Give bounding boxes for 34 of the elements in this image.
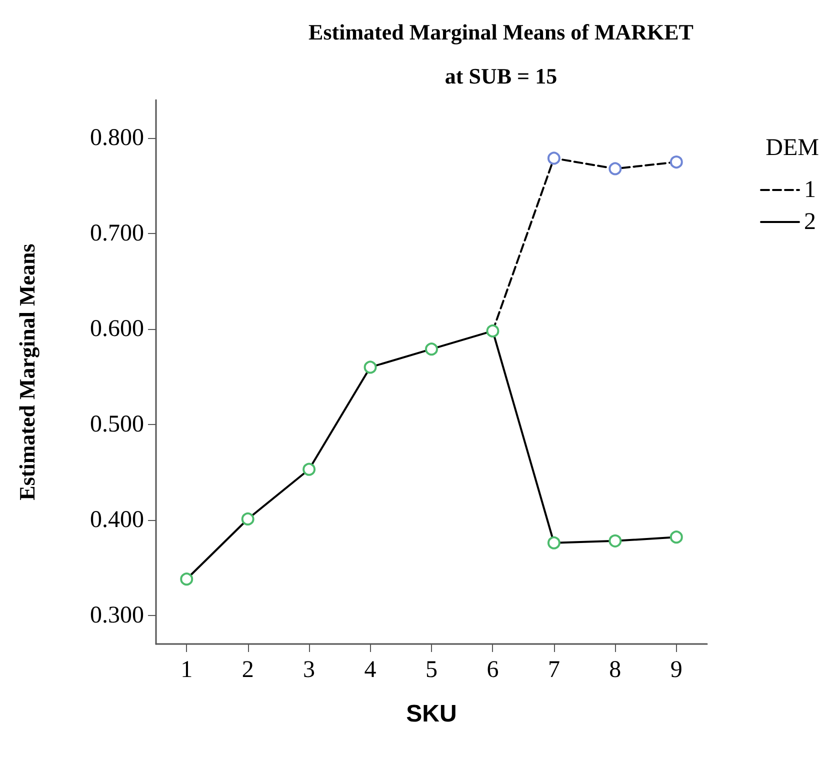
y-tick-label: 0.800 [90, 125, 144, 152]
x-tick-label: 4 [364, 657, 376, 683]
point [425, 342, 438, 356]
point [302, 462, 316, 476]
point [670, 530, 683, 544]
x-tick-label: 1 [180, 657, 193, 683]
y-tick-label: 0.700 [90, 220, 144, 247]
x-tick-label: 3 [303, 657, 316, 683]
y-tick-label: 0.600 [90, 316, 144, 342]
point [180, 572, 194, 586]
x-tick-label: 7 [548, 657, 560, 683]
x-tick-label: 6 [486, 657, 499, 683]
point [486, 324, 500, 338]
point [364, 360, 377, 374]
y-axis-title: Estimated Marginal Means [14, 243, 40, 500]
point [241, 512, 254, 526]
point [547, 536, 560, 550]
y-tick-label: 0.400 [90, 506, 144, 533]
legend-title: DEM [766, 135, 820, 161]
x-axis-title: SKU [406, 700, 457, 728]
x-tick-label: 8 [609, 657, 622, 683]
x-tick-label: 9 [670, 657, 682, 683]
point [547, 152, 560, 165]
point [670, 156, 683, 169]
point [608, 162, 622, 176]
y-tick-label: 0.300 [90, 602, 144, 628]
legend-label: 1 [804, 177, 816, 203]
x-tick-label: 2 [242, 657, 254, 683]
legend-label: 2 [804, 209, 816, 235]
x-tick-label: 5 [426, 657, 438, 683]
chart-title: Estimated Marginal Means of MARKET [308, 20, 694, 44]
y-tick-label: 0.500 [90, 411, 144, 438]
point [608, 534, 622, 548]
chart-subtitle: at SUB = 15 [444, 64, 558, 88]
